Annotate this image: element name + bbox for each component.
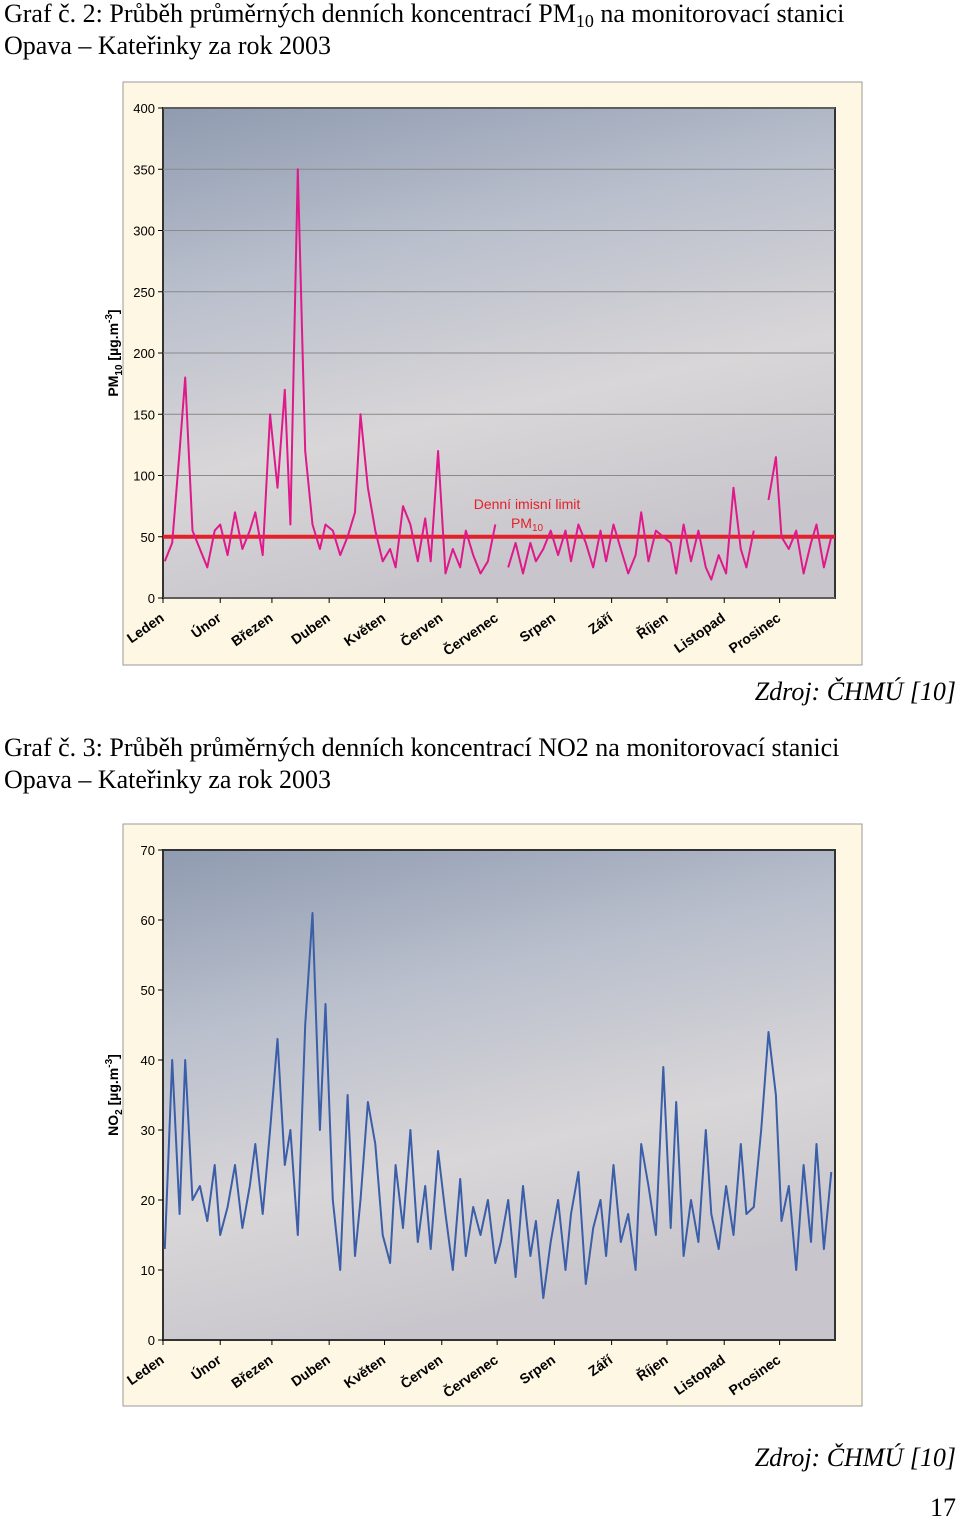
y-tick-label: 40: [141, 1053, 155, 1068]
y-tick-label: 0: [148, 591, 155, 606]
y-tick-label: 50: [141, 530, 155, 545]
limit-annotation-part: PM: [511, 515, 532, 531]
y-axis-label: NO2 [µg.m-3]: [104, 1054, 125, 1136]
caption: Graf č. 2: Průběh průměrných denních kon…: [4, 0, 844, 31]
y-label-sup: -3: [104, 1058, 115, 1067]
y-label-part: ]: [105, 309, 121, 314]
source: Zdroj: ČHMÚ [10]: [755, 677, 956, 706]
y-tick-label: 60: [141, 913, 155, 928]
caption: Opava – Kateřinky za rok 2003: [4, 765, 331, 794]
y-tick-label: 10: [141, 1263, 155, 1278]
source: Zdroj: ČHMÚ [10]: [755, 1443, 956, 1472]
y-tick-label: 200: [133, 346, 155, 361]
limit-annotation: PM10: [511, 515, 544, 534]
y-tick-label: 20: [141, 1193, 155, 1208]
y-tick-label: 100: [133, 469, 155, 484]
y-tick-label: 50: [141, 983, 155, 998]
caption: Opava – Kateřinky za rok 2003: [4, 31, 331, 60]
y-tick-label: 30: [141, 1123, 155, 1138]
caption: Graf č. 3: Průběh průměrných denních kon…: [4, 733, 839, 762]
limit-annotation-sub: 10: [532, 523, 544, 534]
data-line: [163, 912, 833, 1299]
data-line: [163, 168, 497, 575]
y-tick-label: 0: [148, 1333, 155, 1348]
y-tick-label: 300: [133, 224, 155, 239]
caption-text: Graf č. 2: Průběh průměrných denních kon…: [4, 0, 576, 28]
y-label-part: ]: [105, 1054, 121, 1059]
y-axis-label: PM10 [µg.m-3]: [104, 309, 125, 396]
caption-subscript: 10: [576, 11, 594, 31]
page-number: 17: [930, 1493, 956, 1521]
y-tick-label: 400: [133, 101, 155, 116]
y-label-part: [µg.m: [105, 1068, 121, 1110]
y-tick-label: 350: [133, 162, 155, 177]
plot-area: [162, 849, 836, 1341]
y-label-part: [µg.m: [105, 323, 121, 365]
y-tick-label: 250: [133, 285, 155, 300]
y-label-sub: 10: [114, 364, 125, 376]
y-label-part: NO: [105, 1115, 121, 1136]
limit-annotation: Denní imisní limit: [474, 496, 581, 512]
y-label-sub: 2: [114, 1109, 125, 1115]
y-tick-label: 70: [141, 843, 155, 858]
data-line: [767, 456, 833, 575]
data-line: [507, 486, 755, 581]
caption-text: na monitorovací stanici: [594, 0, 845, 28]
y-label-part: PM: [105, 376, 121, 397]
y-tick-label: 150: [133, 407, 155, 422]
y-label-sup: -3: [104, 314, 115, 323]
